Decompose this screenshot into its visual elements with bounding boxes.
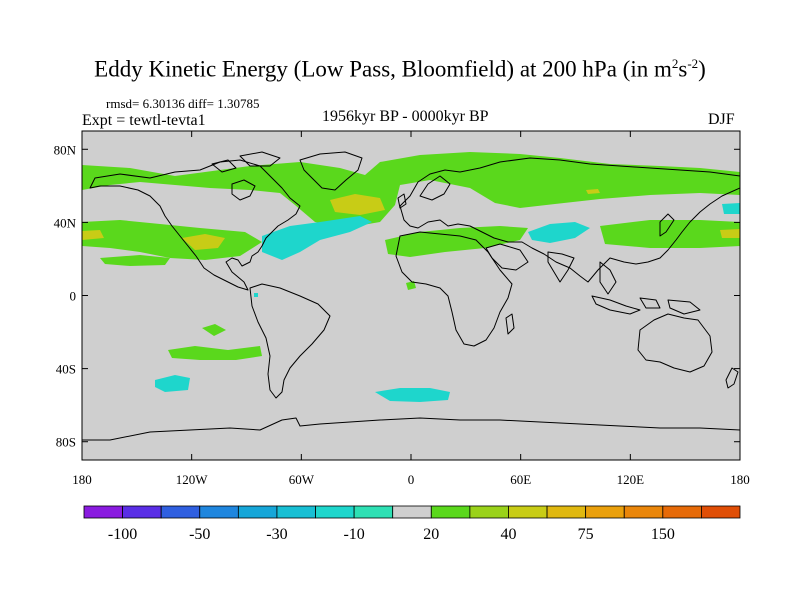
colorbar-swatch [469,505,509,519]
anomaly-region [100,255,170,266]
north-america-coast [89,159,301,291]
x-axis: 180 120W 60W 0 60E 120E 180 [72,131,750,487]
colorbar-label: -30 [266,526,287,543]
anomaly-region [375,388,450,402]
british-isles [397,193,407,209]
y-axis: 80N 40N 0 40S 80S [54,142,740,450]
anomaly-region [168,346,262,360]
x-tick-label: 180 [730,472,750,487]
anomaly-region [600,220,740,248]
se-asia-coast [599,261,617,295]
colorbar-swatch [430,505,471,519]
eurasia-coast [399,157,740,283]
hudson-bay [231,179,256,201]
colorbar-label: 40 [500,526,516,543]
negative-anomaly-regions [155,203,740,402]
coastlines [82,151,740,441]
south-america-coast [249,283,331,399]
x-tick-label: 180 [72,472,92,487]
x-tick-label: 60W [289,472,315,487]
colorbar-swatch [276,505,316,519]
madagascar [505,313,515,335]
africa-coast [395,231,513,347]
anomaly-region [82,152,740,228]
x-tick-label: 60E [510,472,531,487]
australia-coast [637,313,713,373]
indonesia [639,297,661,309]
y-tick-label: 40N [54,215,77,230]
anomaly-region [720,229,740,238]
greenland-coast [299,151,363,191]
colorbar-swatch [160,505,201,519]
colorbar-swatch [623,505,664,519]
colorbar-label: -10 [343,526,364,543]
anomaly-region [406,281,416,290]
x-tick-label: 120E [617,472,645,487]
stats-text: rmsd= 6.30136 diff= 1.30785 [106,96,260,111]
colorbar-label: -50 [189,526,210,543]
colorbar-swatch [392,505,432,519]
y-tick-label: 40S [56,362,76,377]
colorbar-swatch [701,505,741,519]
colorbar-label: 150 [651,526,675,543]
arabian-peninsula [485,243,529,271]
anomaly-region [254,293,258,297]
positive-anomaly-regions [82,152,740,360]
colorbar-label: 20 [423,526,439,543]
x-tick-label: 120W [176,472,209,487]
colorbar-swatch [585,505,625,519]
anomaly-region [330,194,385,215]
x-tick-label: 0 [408,472,415,487]
india-coast [547,251,575,283]
anomaly-region [155,375,190,392]
anomaly-region [385,226,528,257]
colorbar-swatch [508,505,548,519]
scandinavia [419,175,451,201]
anomaly-region [586,189,600,194]
japan-coast [659,213,675,237]
new-guinea [667,299,701,315]
colorbar-swatch [83,505,123,519]
anomaly-region [528,222,590,243]
chart-title: Eddy Kinetic Energy (Low Pass, Bloomfiel… [94,56,706,82]
anomaly-region [262,216,372,260]
experiment-label: Expt = tewtl-tevta1 [82,112,206,129]
colorbar-swatch [353,505,394,519]
colorbar-swatch [122,505,162,519]
colorbar-swatch [546,505,587,519]
antarctica-coast [82,417,740,441]
anomaly-region [82,220,262,260]
arctic-islands [239,151,281,167]
arctic-islands [211,159,237,173]
new-zealand [725,367,739,389]
colorbar-swatch [199,505,239,519]
period-label: 1956kyr BP - 0000kyr BP [322,108,489,125]
colorbar-swatch [315,505,355,519]
colorbar-swatch [662,505,702,519]
anomaly-region [182,234,225,250]
anomaly-region [722,203,740,214]
anomaly-region [202,324,226,336]
indonesia [591,295,641,315]
y-tick-label: 0 [70,289,77,304]
y-tick-label: 80N [54,142,77,157]
season-label: DJF [708,111,735,128]
colorbar-label: 75 [578,526,594,543]
colorbar-label: -100 [108,526,137,543]
colorbar-swatch [237,505,278,519]
anomaly-region [82,230,104,240]
y-tick-label: 80S [56,435,76,450]
colorbar: -100 -50 -30 -10 20 40 75 150 [83,505,741,543]
strong-positive-regions [82,189,740,250]
